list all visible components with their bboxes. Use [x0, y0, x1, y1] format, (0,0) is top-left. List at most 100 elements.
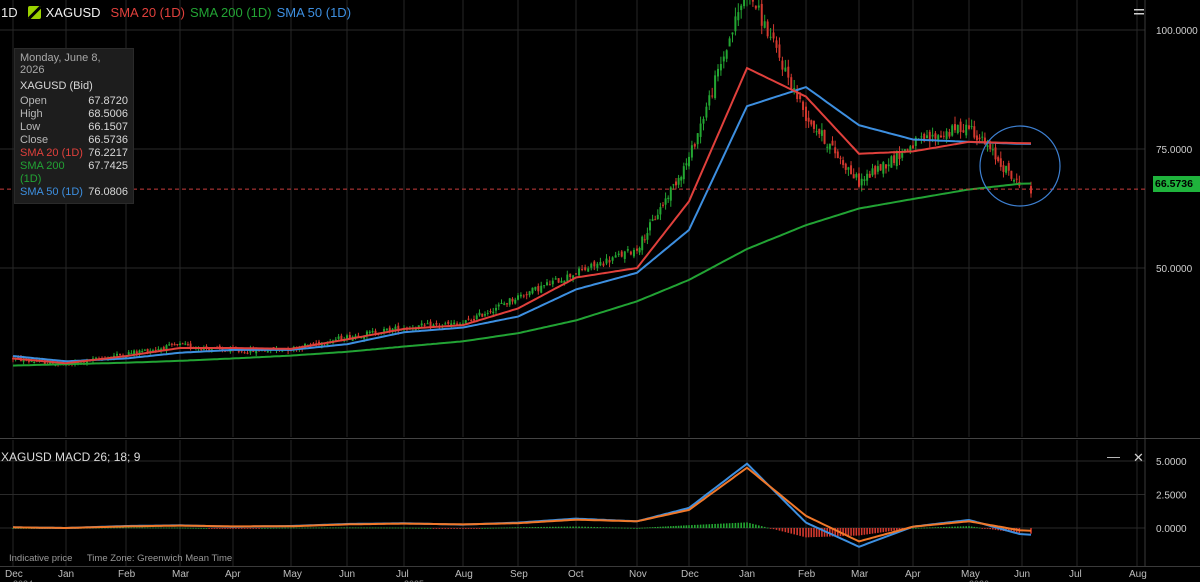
macd-histogram-bar — [447, 528, 450, 529]
time-axis-year-label: 2026 — [969, 579, 989, 582]
indicator-sma50-label[interactable]: SMA 50 (1D) — [276, 4, 352, 20]
macd-histogram-bar — [699, 524, 702, 528]
candle-body — [130, 352, 133, 354]
macd-histogram-bar — [951, 526, 953, 528]
candle-body — [641, 236, 644, 251]
candle-body — [926, 135, 928, 139]
candle-body — [470, 319, 473, 321]
macd-histogram-bar — [636, 528, 638, 529]
candle-body — [473, 319, 475, 321]
candle-body — [540, 285, 543, 293]
macd-histogram-bar — [388, 527, 391, 529]
candle-body — [208, 349, 211, 351]
macd-histogram-bar — [882, 528, 885, 533]
candle-body — [986, 145, 989, 148]
candle-body — [511, 298, 514, 302]
candle-body — [620, 251, 623, 257]
candle-body — [901, 151, 904, 158]
macd-histogram-bar — [176, 527, 179, 529]
candle-body — [429, 321, 432, 328]
macd-histogram-bar — [912, 528, 914, 529]
candle-body — [475, 315, 478, 320]
macd-histogram-bar — [685, 525, 688, 528]
macd-histogram-bar — [203, 527, 205, 529]
macd-histogram-bar — [723, 523, 725, 528]
macd-histogram-bar — [14, 528, 17, 529]
candle-body — [388, 327, 391, 332]
candle-body — [775, 40, 778, 48]
candle-body — [184, 343, 187, 345]
candle-body — [133, 350, 136, 355]
candle-body — [885, 164, 887, 169]
macd-histogram-bar — [675, 525, 677, 528]
macd-histogram-bar — [766, 527, 769, 529]
macd-histogram-bar — [752, 523, 754, 528]
candle-body — [563, 280, 566, 284]
maximize-icon[interactable] — [1133, 8, 1145, 23]
candle-body — [255, 348, 258, 354]
candle-body — [728, 38, 731, 47]
macd-histogram-bar — [871, 528, 874, 534]
macd-histogram-bar — [651, 527, 654, 528]
candle-body — [444, 323, 447, 325]
macd-histogram-bar — [179, 527, 181, 529]
candle-body — [368, 331, 371, 334]
macd-histogram-bar — [307, 527, 309, 529]
macd-histogram-bar — [450, 528, 452, 529]
indicator-sma20-label[interactable]: SMA 20 (1D) — [110, 4, 185, 20]
candle-body — [572, 275, 575, 279]
macd-axis-label: 5.0000 — [1156, 457, 1187, 468]
macd-histogram-bar — [107, 527, 109, 529]
macd-histogram-bar — [235, 528, 237, 529]
candle-body — [965, 124, 968, 136]
candle-body — [855, 174, 858, 178]
candle-body — [760, 3, 763, 26]
candle-body — [1030, 186, 1032, 194]
macd-histogram-bar — [444, 528, 447, 529]
candle-body — [968, 125, 970, 129]
minimize-panel-icon[interactable]: — — [1107, 449, 1120, 464]
macd-histogram-bar — [136, 527, 138, 529]
candle-body — [334, 339, 337, 341]
candle-body — [240, 350, 243, 352]
candle-body — [636, 248, 638, 251]
candle-body — [119, 353, 121, 355]
candle-body — [517, 295, 519, 300]
tooltip-value: 66.5736 — [88, 134, 128, 146]
candle-body — [850, 165, 853, 175]
time-axis-month-label: Apr — [905, 569, 921, 580]
macd-histogram-bar — [346, 527, 348, 529]
macd-histogram-bar — [714, 523, 716, 528]
candle-body — [173, 344, 176, 346]
macd-histogram-bar — [557, 526, 560, 528]
macd-histogram-bar — [869, 528, 871, 535]
tooltip-value: 67.8720 — [88, 95, 128, 107]
macd-histogram-bar — [805, 528, 807, 538]
macd-panel-title: XAGUSD MACD 26; 18; 9 — [1, 450, 141, 464]
timeframe-label[interactable]: 1D — [1, 4, 18, 20]
candle-body — [702, 118, 705, 124]
tooltip-value: 68.5006 — [88, 108, 128, 120]
candle-body — [435, 323, 438, 325]
tooltip-row-sma50: SMA 50 (1D) 76.0806 — [20, 186, 128, 199]
candle-body — [871, 168, 874, 176]
indicator-sma200-label[interactable]: SMA 200 (1D) — [189, 4, 272, 20]
macd-histogram-bar — [784, 528, 787, 533]
close-panel-icon[interactable]: ✕ — [1133, 450, 1144, 465]
macd-histogram-bar — [528, 527, 531, 528]
candle-body — [632, 249, 635, 257]
symbol-label[interactable]: XAGUSD — [45, 4, 101, 20]
candle-body — [820, 130, 823, 136]
candle-body — [940, 135, 942, 138]
candle-body — [348, 335, 351, 340]
macd-histogram-bar — [261, 528, 263, 529]
macd-histogram-bar — [163, 527, 165, 529]
candle-body — [617, 253, 620, 255]
candle-body — [876, 166, 879, 172]
candle-body — [508, 298, 511, 305]
time-axis-month-label: Jul — [1069, 569, 1082, 580]
candle-body — [135, 351, 138, 354]
macd-histogram-bar — [173, 527, 176, 529]
macd-histogram-bar — [478, 528, 481, 529]
